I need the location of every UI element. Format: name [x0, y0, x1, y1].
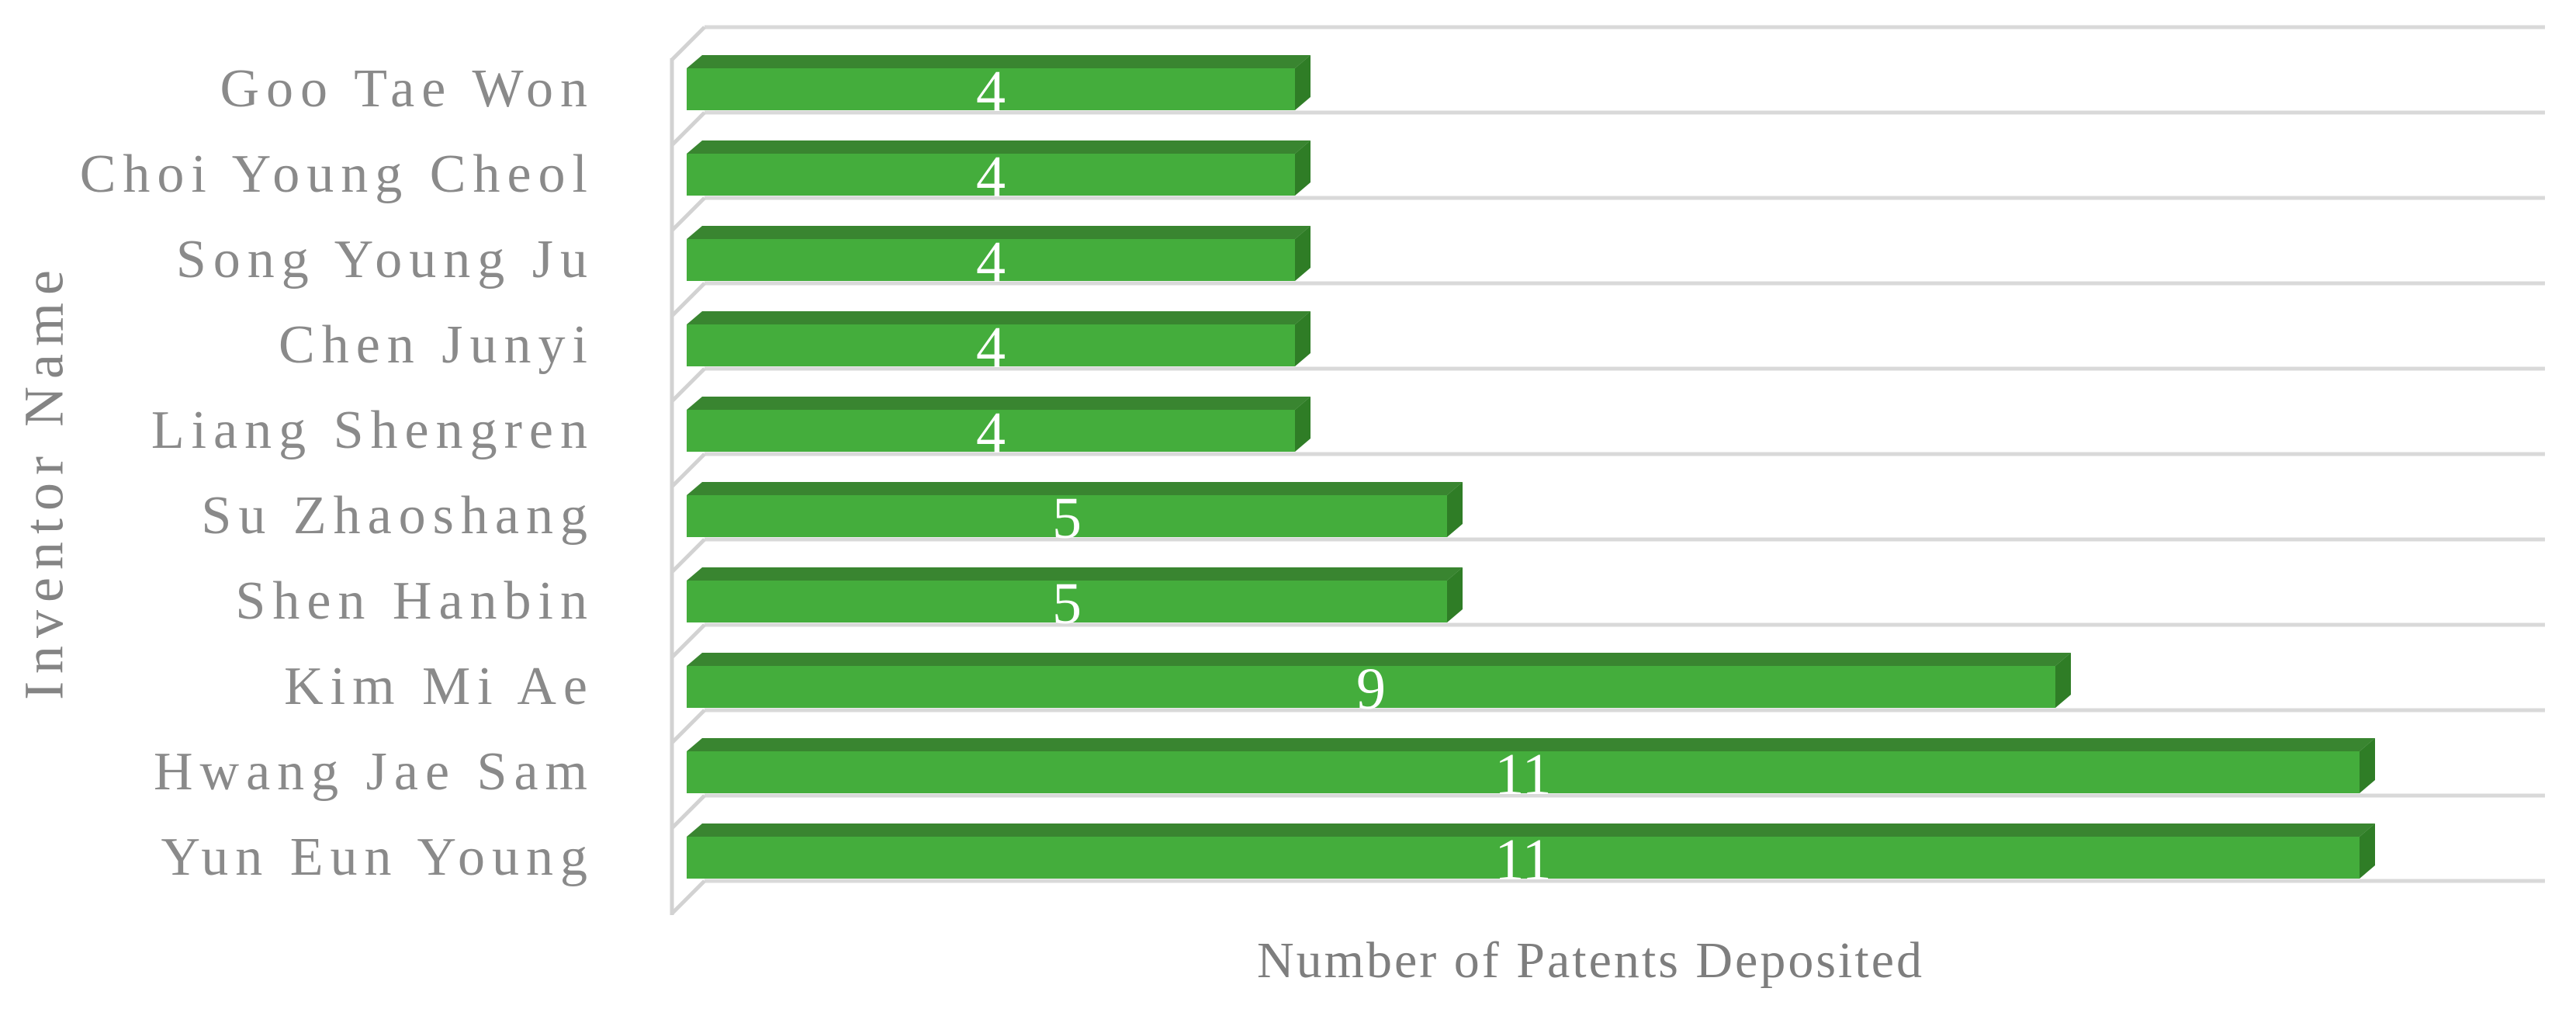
bar-front-face	[687, 837, 2360, 879]
bar-side-face	[2360, 823, 2375, 879]
bar-top-face	[687, 653, 2071, 666]
wall-depth-tick	[670, 367, 706, 403]
bar-front-face	[687, 495, 1447, 537]
bar: 11	[687, 823, 2375, 893]
bar-side-face	[1295, 311, 1311, 366]
bar-value-label: 4	[976, 400, 1006, 466]
category-label: Liang Shengren	[151, 400, 594, 460]
bar-top-face	[687, 482, 1463, 495]
bar-front-face	[687, 410, 1295, 452]
bar-front-face	[687, 324, 1295, 366]
bar-value-label: 4	[976, 144, 1006, 210]
category-label: Song Young Ju	[175, 230, 594, 290]
category-label: Kim Mi Ae	[284, 657, 594, 716]
bar-side-face	[2055, 653, 2071, 708]
bar: 4	[687, 311, 1311, 380]
bar: 4	[687, 397, 1311, 466]
x-axis-title: Number of Patents Deposited	[1256, 932, 1925, 989]
bar-side-face	[1447, 482, 1463, 537]
bar-value-label: 5	[1052, 571, 1082, 636]
bar-side-face	[1447, 567, 1463, 622]
bar-side-face	[1295, 55, 1311, 110]
bar-front-face	[687, 751, 2360, 793]
wall-depth-tick	[670, 623, 706, 659]
bar-side-face	[2360, 738, 2375, 793]
bar: 5	[687, 567, 1463, 636]
wall-depth-tick	[670, 196, 706, 232]
bar-top-face	[687, 226, 1311, 239]
bar-top-face	[687, 397, 1311, 410]
bar-value-label: 11	[1494, 827, 1551, 893]
bar-top-face	[687, 567, 1463, 581]
bar-side-face	[1295, 140, 1311, 196]
bar: 4	[687, 226, 1311, 295]
bar-front-face	[687, 239, 1295, 281]
bar-side-face	[1295, 226, 1311, 281]
wall-depth-tick	[670, 879, 706, 915]
wall-depth-tick	[670, 26, 706, 61]
category-label: Shen Hanbin	[235, 571, 594, 631]
bar: 11	[687, 738, 2375, 807]
bar-value-label: 9	[1356, 657, 1386, 722]
bar-value-label: 4	[976, 59, 1006, 124]
wall-depth-tick	[670, 794, 706, 830]
category-label: Goo Tae Won	[220, 59, 594, 119]
bar-front-face	[687, 68, 1295, 110]
bar-top-face	[687, 55, 1311, 68]
category-axis: Goo Tae Won Choi Young Cheol Song Young Ju…	[0, 0, 594, 1009]
category-label: Su Zhaoshang	[201, 486, 594, 546]
bar-front-face	[687, 666, 2055, 708]
bar-top-face	[687, 311, 1311, 324]
bar-top-face	[687, 823, 2375, 837]
bar: 4	[687, 140, 1311, 210]
bar-value-label: 11	[1494, 742, 1551, 807]
bar-value-label: 4	[976, 230, 1006, 295]
bar-front-face	[687, 154, 1295, 196]
bar-side-face	[1295, 397, 1311, 452]
wall-depth-tick	[670, 111, 706, 147]
wall-depth-tick	[670, 452, 706, 488]
bar: 4	[687, 55, 1311, 124]
category-label: Yun Eun Young	[161, 827, 594, 887]
bar-value-label: 5	[1052, 486, 1082, 551]
bar-top-face	[687, 738, 2375, 751]
bar: 9	[687, 653, 2071, 722]
bar-top-face	[687, 140, 1311, 154]
wall-depth-tick	[670, 282, 706, 317]
bar: 5	[687, 482, 1463, 551]
bar-value-label: 4	[976, 315, 1006, 380]
category-label: Hwang Jae Sam	[153, 742, 594, 802]
wall-depth-tick	[670, 709, 706, 744]
category-label: Chen Junyi	[279, 315, 594, 375]
category-label: Choi Young Cheol	[79, 144, 594, 204]
wall-depth-tick	[670, 538, 706, 574]
bar-front-face	[687, 581, 1447, 622]
